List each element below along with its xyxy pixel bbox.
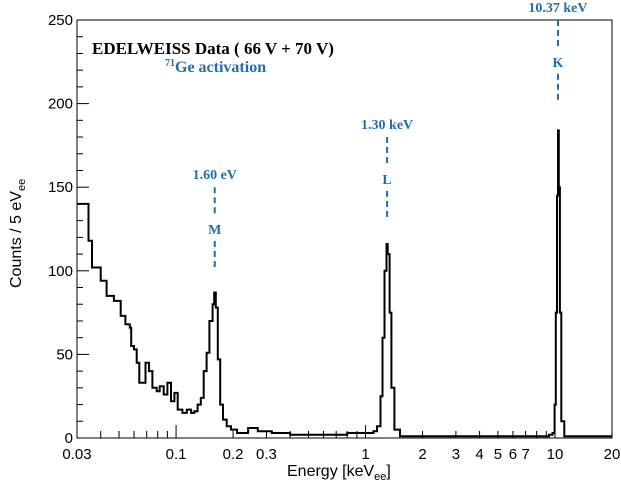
x-tick-label: 0.03 xyxy=(62,446,91,463)
x-tick-label: 1 xyxy=(361,446,369,463)
subtitle-label: Ge activation xyxy=(175,59,266,76)
plot-frame xyxy=(76,19,613,439)
peak-energy-label: 1.30 keV xyxy=(361,118,413,133)
series-line-0 xyxy=(77,129,612,438)
y-tick-label: 250 xyxy=(48,12,73,29)
y-tick-label: 150 xyxy=(48,179,73,196)
y-axis-title-sub: ee xyxy=(16,179,28,191)
x-tick-label: 4 xyxy=(475,446,483,463)
x-axis-title-close: ] xyxy=(386,463,390,480)
peak-shell-label: K xyxy=(553,56,564,71)
x-tick-label: 0.3 xyxy=(256,446,277,463)
y-axis-title-main: Counts / 5 eV xyxy=(8,191,25,288)
x-tick-label: 7 xyxy=(521,446,529,463)
y-tick-label: 0 xyxy=(65,430,73,447)
y-axis-title: Counts / 5 eVee xyxy=(8,179,28,288)
chart-title: EDELWEISS Data ( 66 V + 70 V) xyxy=(92,39,334,58)
x-tick-label: 0.2 xyxy=(223,446,244,463)
peak-energy-label: 10.37 keV xyxy=(528,1,587,16)
y-tick-label: 100 xyxy=(48,263,73,280)
y-axis: 0 50 100 150 200 250 xyxy=(48,12,89,447)
annotations: 1.60 eV M 1.30 keV L 10.37 keV K xyxy=(193,1,588,271)
x-tick-label: 0.1 xyxy=(166,446,187,463)
x-tick-label: 10 xyxy=(547,446,564,463)
x-tick-label: 3 xyxy=(452,446,460,463)
series-group xyxy=(77,129,612,438)
x-tick-label: 6 xyxy=(509,446,517,463)
peak-shell-label: L xyxy=(382,173,391,188)
peak-shell-label: M xyxy=(208,223,221,238)
x-tick-label: 5 xyxy=(494,446,502,463)
x-axis-title-sub: ee xyxy=(374,471,386,483)
x-tick-label: 20 xyxy=(604,446,621,463)
y-tick-label: 50 xyxy=(56,346,73,363)
peak-energy-label: 1.60 eV xyxy=(193,168,237,183)
y-tick-label: 200 xyxy=(48,96,73,113)
chart-subtitle: 71Ge activation xyxy=(165,58,266,76)
x-axis-title: Energy [keVee] xyxy=(287,463,391,483)
x-axis: 0.03 0.1 0.2 0.3 1 2 3 4 5 6 7 10 20 xyxy=(62,425,620,463)
x-tick-label: 2 xyxy=(418,446,426,463)
subtitle-superscript: 71 xyxy=(165,58,175,69)
x-axis-title-main: Energy [keV xyxy=(287,463,374,480)
